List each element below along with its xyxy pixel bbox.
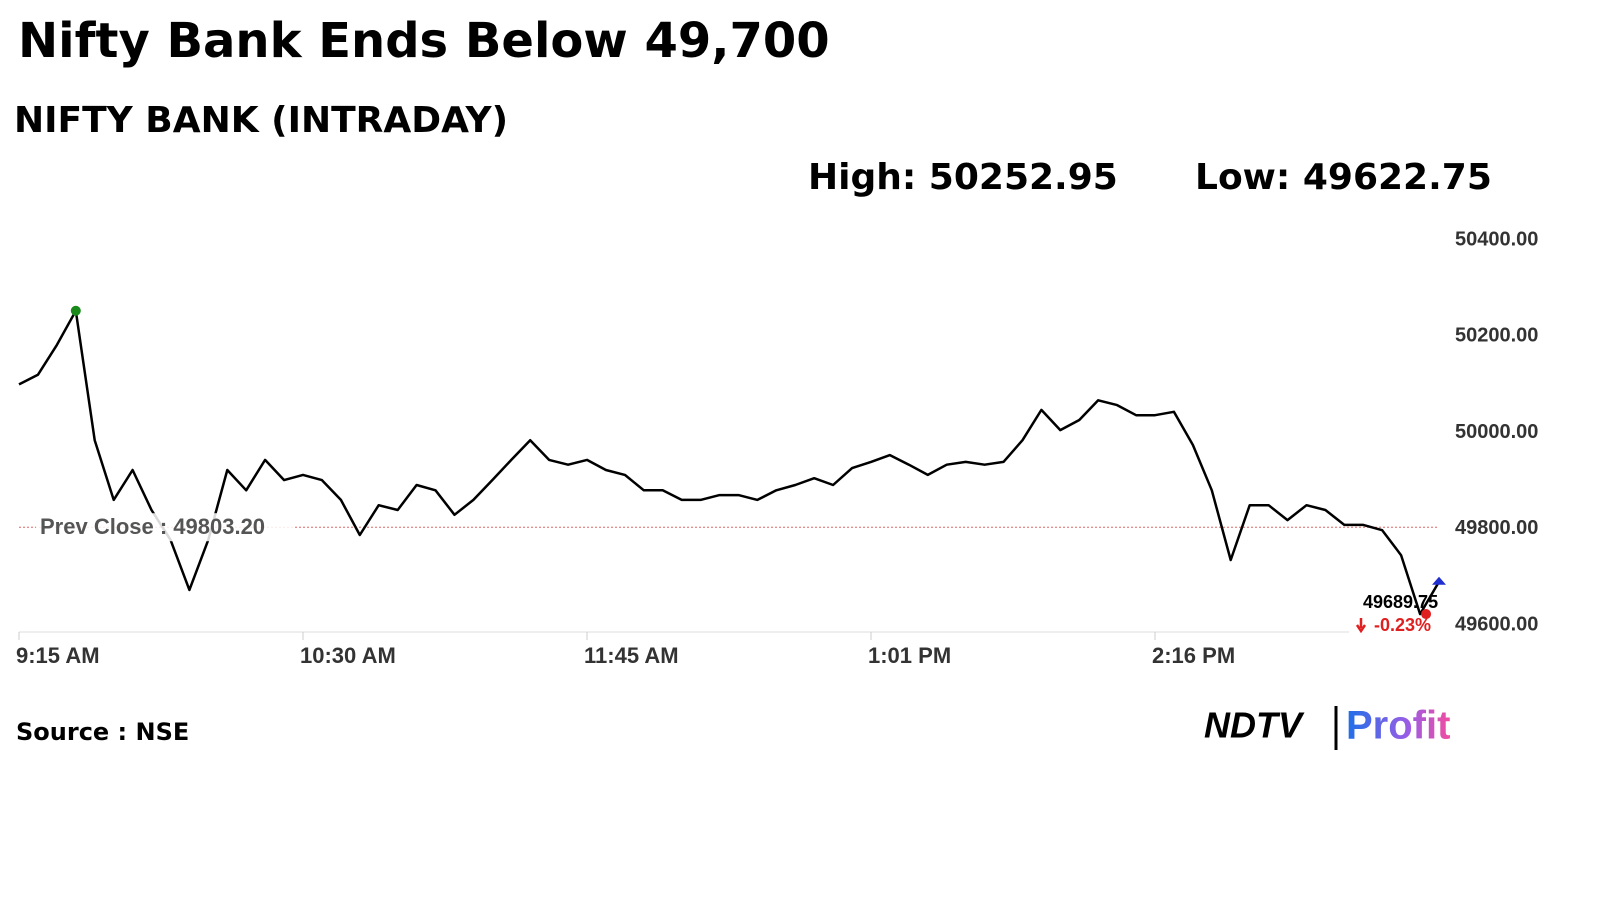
y-tick-label: 50000.00 [1455,421,1538,443]
chart-title: Nifty Bank Ends Below 49,700 [18,13,830,69]
prev-close-label: Prev Close : 49803.20 [40,514,265,539]
low-marker [1421,609,1432,620]
logo-ndtv: NDTV [1204,705,1305,746]
y-tick-label: 49600.00 [1455,613,1538,635]
price-line [18,309,1441,616]
chart-subtitle: NIFTY BANK (INTRADAY) [14,100,508,141]
last-marker [1432,576,1446,585]
source: Source : NSE [16,718,189,746]
high-label: High: 50252.95 [808,157,1118,198]
low-label: Low: 49622.75 [1195,157,1492,198]
prev-close-bg [36,513,294,542]
change-label: -0.23% [1374,615,1431,635]
y-tick-label: 50200.00 [1455,325,1538,347]
x-tick-label: 10:30 AM [300,643,396,668]
x-tick-label: 2:16 PM [1152,643,1235,668]
logo-profit: Profit [1346,704,1450,748]
high-marker [70,305,81,316]
y-tick-label: 50400.00 [1455,228,1538,250]
x-tick-label: 11:45 AM [584,643,679,668]
x-tick-label: 9:15 AM [16,643,100,668]
x-tick-label: 1:01 PM [868,643,951,668]
down-arrow [1355,618,1367,634]
y-tick-label: 49800.00 [1455,517,1538,539]
last-value-label: 49689.75 [1363,592,1438,612]
